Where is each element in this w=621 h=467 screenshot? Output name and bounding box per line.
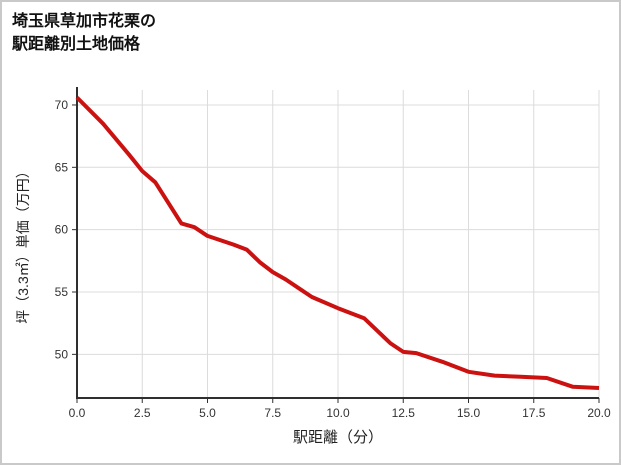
x-tick-label: 2.5 [134,406,151,420]
x-tick-label: 15.0 [457,406,481,420]
x-tick-label: 0.0 [69,406,86,420]
x-axis-label: 駅距離（分） [292,429,384,446]
chart-title-line1: 埼玉県草加市花栗の [12,13,157,30]
x-tick-label: 10.0 [326,406,350,420]
y-tick-label: 60 [55,223,69,237]
y-tick-label: 55 [55,285,69,299]
x-tick-label: 17.5 [522,406,546,420]
y-tick-label: 70 [55,98,69,112]
x-tick-label: 20.0 [587,406,611,420]
x-tick-label: 5.0 [199,406,216,420]
y-tick-label: 50 [55,347,69,361]
x-tick-label: 7.5 [264,406,281,420]
x-tick-label: 12.5 [392,406,416,420]
chart-title: 埼玉県草加市花栗の 駅距離別土地価格 [12,10,156,56]
y-tick-label: 65 [55,160,69,174]
y-axis-label: 坪（3.3㎡）単価（万円） [15,164,31,324]
land-price-line [75,96,600,390]
chart-title-line2: 駅距離別土地価格 [12,36,141,54]
